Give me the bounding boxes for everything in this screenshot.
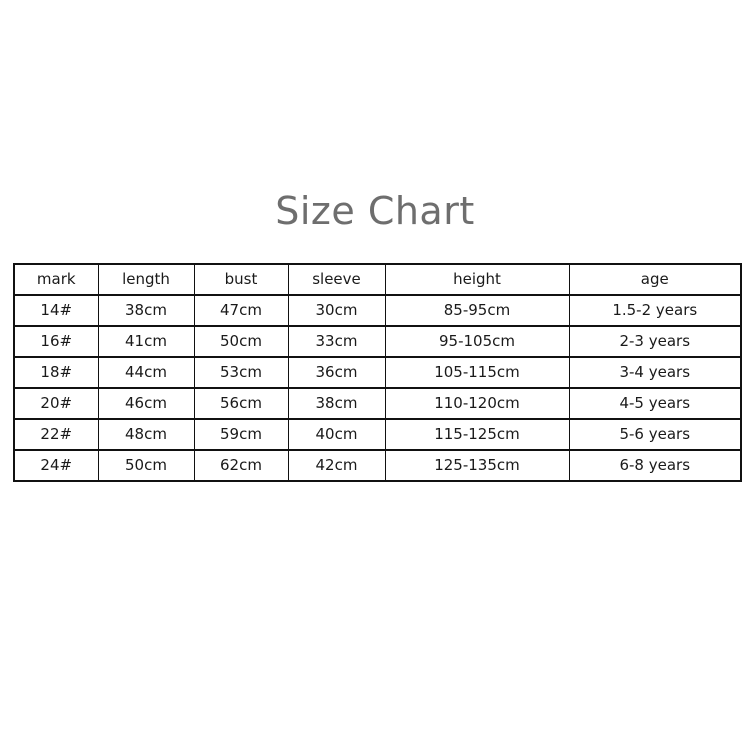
cell-bust: 47cm [193,294,289,327]
table-row: 16# 41cm 50cm 33cm 95-105cm 2-3 years [13,325,742,358]
cell-length: 50cm [97,449,195,482]
column-header-length: length [97,263,195,296]
table-header-row: mark length bust sleeve height age [13,263,742,296]
cell-age: 6-8 years [568,449,742,482]
column-header-sleeve: sleeve [287,263,386,296]
table-row: 24# 50cm 62cm 42cm 125-135cm 6-8 years [13,449,742,482]
cell-height: 105-115cm [384,356,570,389]
size-chart-table: mark length bust sleeve height age 14# 3… [13,263,742,482]
cell-height: 95-105cm [384,325,570,358]
cell-bust: 50cm [193,325,289,358]
cell-length: 46cm [97,387,195,420]
table-body: 14# 38cm 47cm 30cm 85-95cm 1.5-2 years 1… [13,294,742,482]
cell-height: 125-135cm [384,449,570,482]
cell-age: 2-3 years [568,325,742,358]
cell-length: 38cm [97,294,195,327]
column-header-mark: mark [13,263,99,296]
cell-sleeve: 30cm [287,294,386,327]
cell-length: 44cm [97,356,195,389]
cell-bust: 62cm [193,449,289,482]
page-title: Size Chart [275,189,475,233]
cell-mark: 20# [13,387,99,420]
cell-height: 85-95cm [384,294,570,327]
cell-bust: 59cm [193,418,289,451]
cell-length: 48cm [97,418,195,451]
cell-height: 110-120cm [384,387,570,420]
size-chart-table-wrapper: mark length bust sleeve height age 14# 3… [13,263,742,482]
cell-bust: 56cm [193,387,289,420]
cell-sleeve: 38cm [287,387,386,420]
cell-mark: 22# [13,418,99,451]
cell-sleeve: 36cm [287,356,386,389]
cell-age: 5-6 years [568,418,742,451]
table-row: 18# 44cm 53cm 36cm 105-115cm 3-4 years [13,356,742,389]
cell-age: 4-5 years [568,387,742,420]
table-row: 22# 48cm 59cm 40cm 115-125cm 5-6 years [13,418,742,451]
cell-mark: 14# [13,294,99,327]
table-header: mark length bust sleeve height age [13,263,742,296]
cell-age: 1.5-2 years [568,294,742,327]
table-row: 20# 46cm 56cm 38cm 110-120cm 4-5 years [13,387,742,420]
cell-sleeve: 42cm [287,449,386,482]
cell-mark: 18# [13,356,99,389]
cell-bust: 53cm [193,356,289,389]
cell-sleeve: 40cm [287,418,386,451]
cell-age: 3-4 years [568,356,742,389]
column-header-age: age [568,263,742,296]
table-row: 14# 38cm 47cm 30cm 85-95cm 1.5-2 years [13,294,742,327]
cell-length: 41cm [97,325,195,358]
column-header-height: height [384,263,570,296]
cell-mark: 16# [13,325,99,358]
column-header-bust: bust [193,263,289,296]
cell-height: 115-125cm [384,418,570,451]
cell-sleeve: 33cm [287,325,386,358]
cell-mark: 24# [13,449,99,482]
